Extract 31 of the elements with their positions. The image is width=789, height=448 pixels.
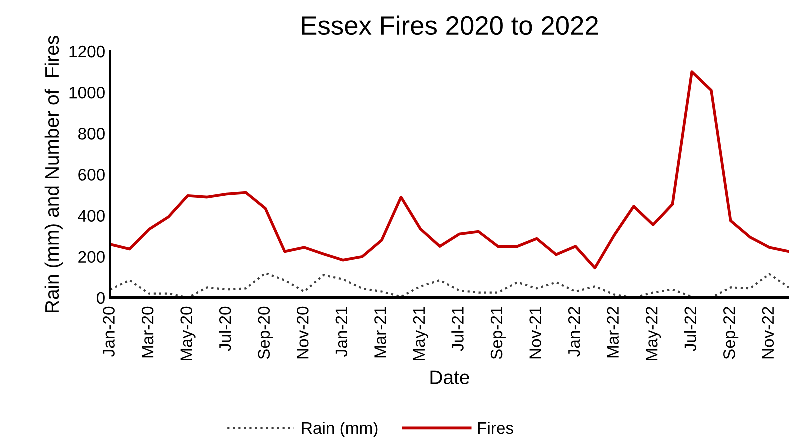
x-tick-label: Sep-22 [724, 307, 739, 360]
x-tick-label: May-20 [180, 306, 196, 360]
x-tick-label: Nov-21 [530, 307, 542, 359]
x-tick-label: Nov-22 [762, 307, 774, 359]
x-tick-label: Mar-22 [607, 307, 619, 358]
x-tick-label: Jan-22 [568, 307, 580, 357]
x-tick-label: Nov-20 [297, 306, 309, 359]
x-tick-label: Sep-21 [490, 307, 506, 360]
y-tick-label: 600 [78, 169, 105, 181]
x-tick-label: Jul-22 [684, 307, 697, 352]
legend-label: Rain (mm) [302, 422, 378, 438]
legend-label: Fires [478, 422, 514, 434]
y-tick-label: 1000 [70, 86, 105, 99]
line-series [110, 70, 789, 270]
y-tick-label: 400 [78, 210, 105, 222]
x-tick-label: Sep-20 [258, 306, 274, 360]
x-tick-label: Jul-20 [219, 306, 232, 352]
x-tick-label: Mar-20 [142, 306, 154, 358]
x-tick-label: Jul-21 [452, 307, 464, 352]
x-tick-label: Jan-21 [336, 307, 348, 357]
y-axis-title: Rain (mm) and Number of Fires [44, 36, 63, 312]
y-tick-label: 1200 [70, 46, 105, 58]
x-axis-title: Date [430, 370, 470, 384]
x-tick-label: May-22 [646, 307, 662, 360]
x-tick-label: Jan-20 [103, 306, 115, 357]
y-tick-label: 800 [78, 128, 105, 140]
y-tick-label: 0 [96, 292, 105, 304]
x-tick-label: May-21 [413, 307, 428, 360]
chart-title: Essex Fires 2020 to 2022 [302, 16, 598, 36]
x-tick-label: Mar-21 [374, 307, 386, 358]
y-tick-label: 200 [78, 251, 105, 264]
